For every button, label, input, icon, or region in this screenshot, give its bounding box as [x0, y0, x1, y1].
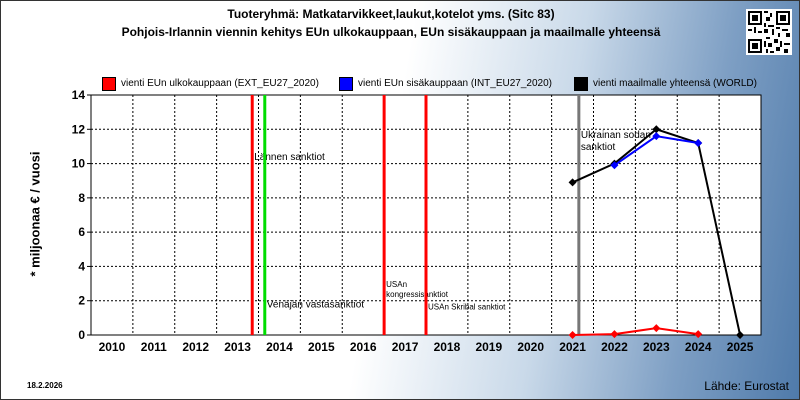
annotation-label: Lännen sanktiot — [254, 152, 325, 163]
legend-label-world: vienti maailmalle yhteensä (WORLD) — [593, 78, 757, 89]
date-label: 18.2.2026 — [27, 381, 63, 390]
y-tick-label: 4 — [78, 259, 85, 273]
data-point — [568, 178, 577, 187]
y-tick-label: 10 — [72, 157, 86, 171]
x-tick-label: 2015 — [308, 340, 335, 354]
series-line — [572, 327, 699, 336]
legend-swatch-world — [574, 77, 588, 91]
annotation-label: USAn Skribal sanktiot — [428, 302, 506, 311]
data-point — [736, 331, 745, 339]
x-tick-label: 2020 — [517, 340, 544, 354]
y-axis-label: * miljoonaa € / vuosi — [27, 151, 43, 277]
data-point — [694, 139, 703, 147]
y-tick-label: 12 — [72, 122, 86, 136]
y-tick-label: 14 — [72, 88, 86, 102]
x-tick-label: 2013 — [224, 340, 251, 354]
annotation-label: Venäjän vastasanktiot — [267, 300, 365, 311]
data-point — [610, 330, 619, 339]
legend-swatch-int — [339, 77, 353, 91]
annotation-label: Ukrainan sodan sanktiot — [581, 130, 651, 153]
x-tick-label: 2017 — [392, 340, 419, 354]
x-tick-label: 2023 — [643, 340, 670, 354]
x-tick-label: 2018 — [434, 340, 461, 354]
x-tick-label: 2014 — [266, 340, 293, 354]
x-tick-label: 2010 — [99, 340, 126, 354]
x-tick-label: 2022 — [601, 340, 628, 354]
data-point — [568, 331, 577, 339]
data-point — [694, 330, 703, 339]
x-tick-label: 2011 — [141, 340, 167, 354]
data-point — [652, 324, 661, 333]
y-tick-label: 8 — [78, 191, 85, 205]
y-tick-label: 2 — [78, 294, 85, 308]
data-point — [652, 132, 661, 141]
y-tick-label: 0 — [78, 328, 85, 342]
legend-label-int: vienti EUn sisäkauppaan (INT_EU27_2020) — [358, 78, 552, 89]
legend-label-ext: vienti EUn ulkokauppaan (EXT_EU27_2020) — [121, 78, 319, 89]
chart-subtitle: Pohjois-Irlannin viennin kehitys EUn ulk… — [121, 25, 661, 39]
source-label: Lähde: Eurostat — [704, 379, 789, 393]
qr-code-icon — [746, 9, 792, 55]
legend-swatch-ext — [102, 77, 116, 91]
data-point — [610, 161, 619, 170]
chart-title: Tuoteryhmä: Matkatarvikkeet,laukut,kotel… — [227, 7, 555, 21]
x-tick-label: 2021 — [559, 340, 586, 354]
x-tick-label: 2024 — [685, 340, 712, 354]
annotation-label: USAn kongressisanktiot — [386, 280, 449, 299]
x-tick-label: 2012 — [182, 340, 209, 354]
x-tick-label: 2019 — [475, 340, 502, 354]
data-point — [652, 125, 661, 134]
x-tick-label: 2016 — [350, 340, 377, 354]
x-tick-label: 2025 — [727, 340, 754, 354]
y-tick-label: 6 — [78, 225, 85, 239]
